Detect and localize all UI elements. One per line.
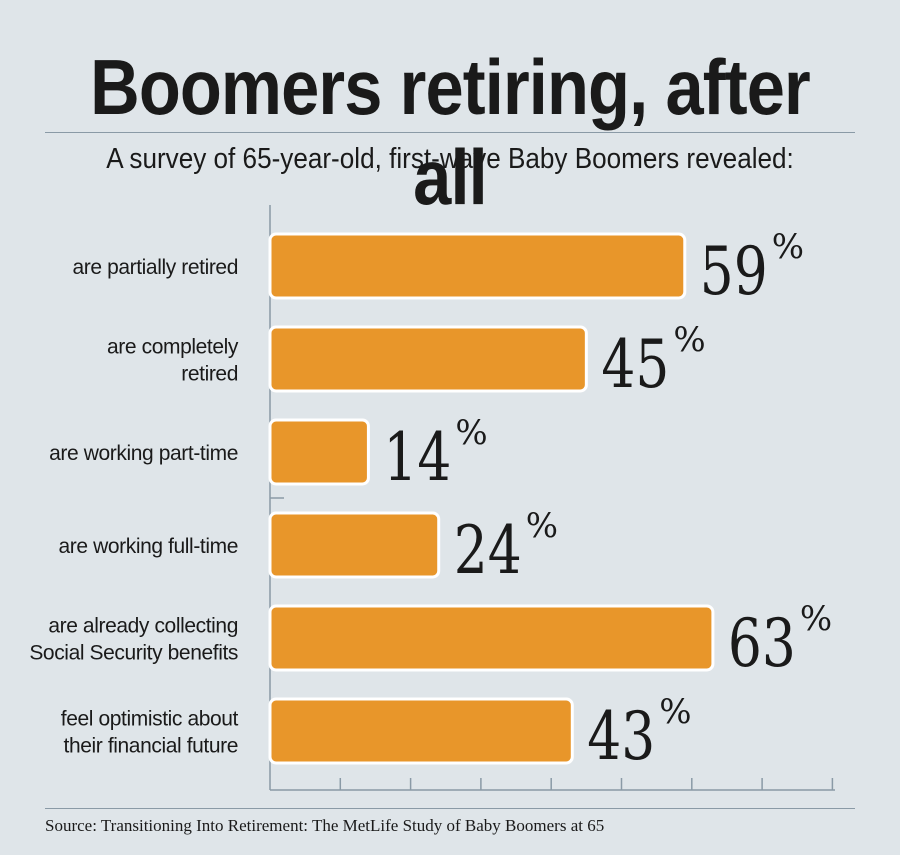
subtitle: A survey of 65-year-old, first-wave Baby… (106, 143, 794, 175)
bar-value-label: 43 (587, 698, 655, 775)
bar-value-unit: % (673, 320, 705, 360)
category-label: are already collecting (48, 615, 238, 638)
page-title: Boomers retiring, after all (90, 43, 811, 221)
category-label: are partially retired (72, 256, 238, 279)
category-label: feel optimistic about (61, 708, 239, 731)
bar-value-label: 24 (454, 512, 522, 589)
category-label: their financial future (64, 735, 238, 758)
bar-value-unit: % (659, 692, 691, 732)
bar-value-label: 45 (601, 326, 669, 403)
bar-value-unit: % (526, 506, 558, 546)
category-label: are completely (107, 336, 239, 359)
category-label: are working part-time (49, 442, 238, 465)
title-divider (45, 132, 855, 133)
category-label: retired (181, 363, 238, 386)
bar (268, 418, 370, 486)
bar-value-unit: % (455, 413, 487, 453)
bar (268, 232, 687, 300)
bar-value-label: 63 (728, 605, 796, 682)
category-label: Social Security benefits (29, 642, 238, 665)
bar (268, 511, 441, 579)
bar-value-label: 14 (383, 419, 451, 496)
bar (268, 604, 715, 672)
bar-value-unit: % (772, 227, 804, 267)
bar (268, 697, 574, 765)
bar (268, 325, 588, 393)
category-label: are working full-time (59, 535, 239, 558)
source-note: Source: Transitioning Into Retirement: T… (45, 816, 605, 835)
source-divider (45, 808, 855, 809)
bar-chart: 59 % are partially retired 45 % are completel… (29, 205, 835, 791)
bar-value-label: 59 (700, 233, 768, 310)
bar-value-unit: % (800, 599, 832, 639)
